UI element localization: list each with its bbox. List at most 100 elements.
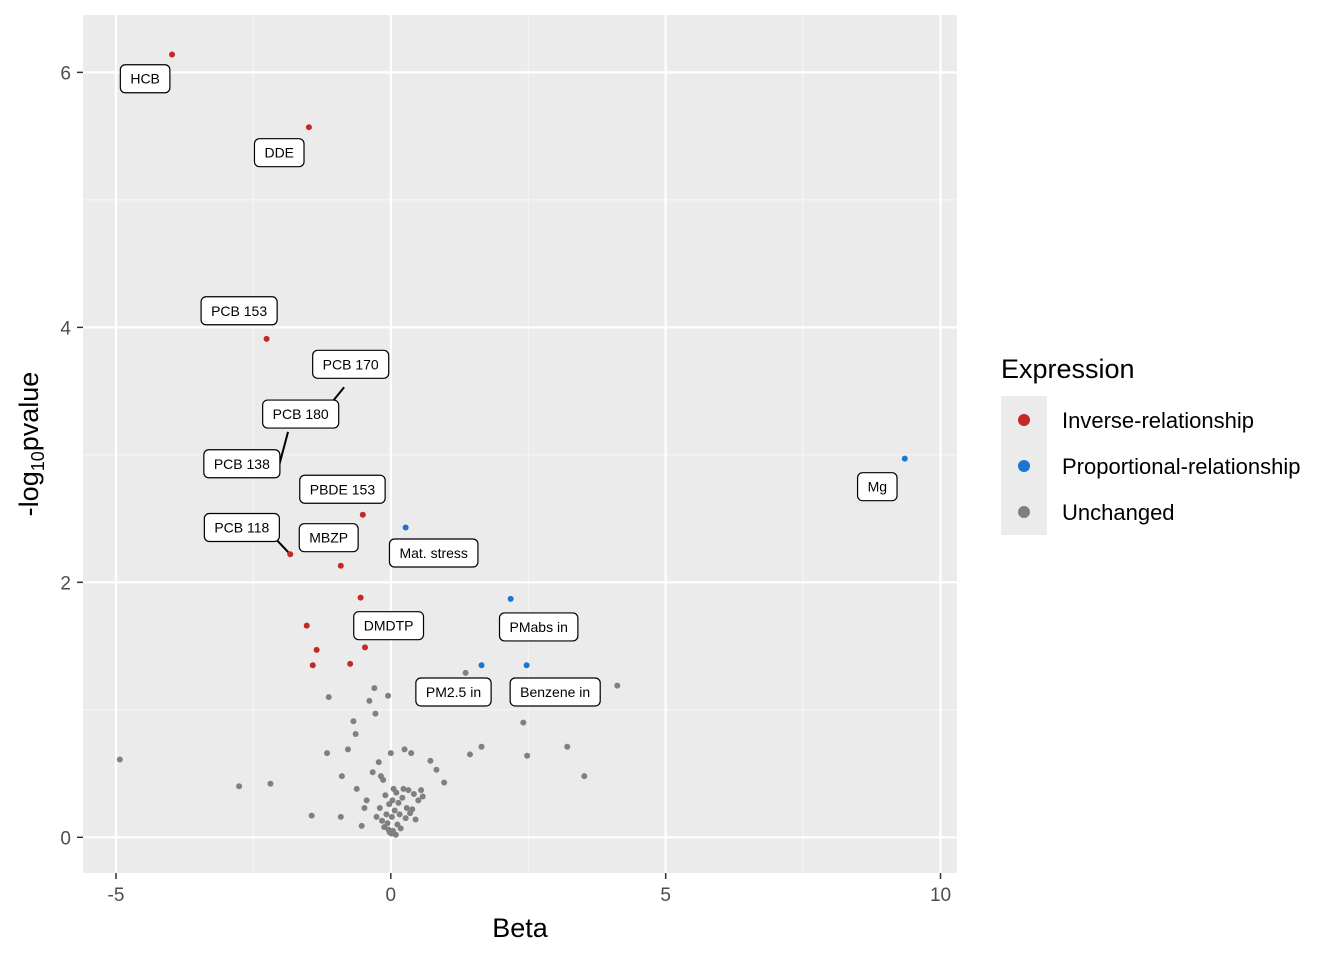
point-unchanged (581, 773, 588, 780)
point-label: PCB 153 (200, 296, 278, 326)
point-unchanged (393, 789, 400, 796)
point-inverse-relationship (337, 562, 344, 569)
point-label: DMDTP (353, 611, 425, 641)
point-label-text: Benzene in (520, 684, 590, 700)
point-label-box (856, 472, 898, 502)
point-unchanged (372, 710, 379, 717)
point-label: PBDE 153 (299, 474, 386, 504)
point-unchanged (409, 806, 416, 813)
point-label-box (299, 474, 386, 504)
point-inverse-relationship (305, 124, 312, 131)
point-unchanged (267, 780, 274, 787)
point-label-box (203, 449, 281, 479)
point-inverse-relationship (347, 660, 354, 667)
y-axis-title: -log10pvalue (14, 372, 48, 517)
point-unchanged (324, 750, 331, 757)
point-unchanged (418, 787, 425, 794)
point-unchanged (415, 797, 422, 804)
point-unchanged (344, 746, 351, 753)
legend: Expression Inverse-relationship Proporti… (1001, 354, 1300, 535)
legend-key-proportional (1018, 460, 1030, 472)
point-unchanged (564, 743, 571, 750)
point-unchanged (325, 694, 332, 701)
point-unchanged (363, 797, 370, 804)
point-label-text: PM2.5 in (426, 684, 481, 700)
point-unchanged (383, 811, 390, 818)
point-unchanged (337, 813, 344, 820)
point-label: PM2.5 in (415, 677, 492, 707)
x-tick-label: 10 (930, 885, 951, 906)
point-unchanged (338, 773, 345, 780)
point-unchanged (427, 757, 434, 764)
point-unchanged (399, 794, 406, 801)
point-label-text: HCB (130, 71, 160, 87)
point-label-text: PBDE 153 (310, 481, 376, 497)
point-label-text: PCB 118 (214, 520, 269, 536)
point-unchanged (375, 759, 382, 766)
y-tick-label: 2 (60, 573, 71, 594)
point-label-box (298, 523, 359, 553)
point-unchanged (385, 692, 392, 699)
point-unchanged (433, 766, 440, 773)
label-connector (278, 431, 289, 466)
point-unchanged (614, 682, 621, 689)
y-axis-title-main: -log (14, 471, 44, 516)
point-unchanged (366, 697, 373, 704)
point-unchanged (387, 750, 394, 757)
point-label: PCB 170 (312, 349, 390, 379)
point-unchanged (478, 743, 485, 750)
point-label-text: DMDTP (364, 618, 414, 634)
point-label: DDE (253, 138, 305, 168)
point-proportional-relationship (507, 595, 514, 602)
point-unchanged (373, 813, 380, 820)
point-inverse-relationship (303, 622, 310, 629)
point-label: Mg (856, 472, 898, 502)
point-unchanged (520, 719, 527, 726)
legend-label-proportional: Proportional-relationship (1062, 454, 1300, 479)
point-unchanged (384, 820, 391, 827)
point-label-box (498, 612, 579, 642)
point-inverse-relationship (361, 644, 368, 651)
point-label-text: PCB 180 (273, 406, 329, 422)
point-inverse-relationship (309, 662, 316, 669)
data-points (116, 51, 908, 838)
point-label-text: MBZP (309, 530, 348, 546)
point-unchanged (353, 785, 360, 792)
point-label-box (253, 138, 305, 168)
point-unchanged (401, 746, 408, 753)
legend-title: Expression (1001, 354, 1135, 384)
point-unchanged (412, 816, 419, 823)
point-unchanged (352, 731, 359, 738)
point-inverse-relationship (169, 51, 176, 58)
point-label-box (203, 512, 280, 543)
point-unchanged (395, 799, 402, 806)
y-axis-title-tail: pvalue (14, 372, 44, 452)
point-unchanged (462, 669, 469, 676)
point-label: PMabs in (498, 612, 579, 642)
point-label: MBZP (298, 523, 359, 553)
point-unchanged (396, 811, 403, 818)
point-unchanged (369, 769, 376, 776)
point-label-box (262, 399, 340, 429)
point-label-text: PMabs in (510, 619, 568, 635)
point-unchanged (389, 797, 396, 804)
point-label: PCB 138 (203, 449, 281, 479)
point-unchanged (419, 793, 426, 800)
y-axis: 0 2 4 6 (60, 63, 83, 849)
point-unchanged (408, 750, 415, 757)
point-label-box (509, 677, 601, 707)
point-proportional-relationship (901, 455, 908, 462)
point-proportional-relationship (402, 524, 409, 531)
point-unchanged (391, 807, 398, 814)
point-unchanged (441, 779, 448, 786)
point-unchanged (410, 790, 417, 797)
point-unchanged (388, 813, 395, 820)
point-unchanged (466, 751, 473, 758)
point-label: PCB 118 (203, 512, 280, 543)
x-tick-label: 5 (660, 885, 671, 906)
point-label-box (353, 611, 425, 641)
point-unchanged (350, 718, 357, 725)
point-unchanged (308, 812, 315, 819)
point-proportional-relationship (523, 662, 530, 669)
point-label: PCB 180 (262, 399, 340, 429)
